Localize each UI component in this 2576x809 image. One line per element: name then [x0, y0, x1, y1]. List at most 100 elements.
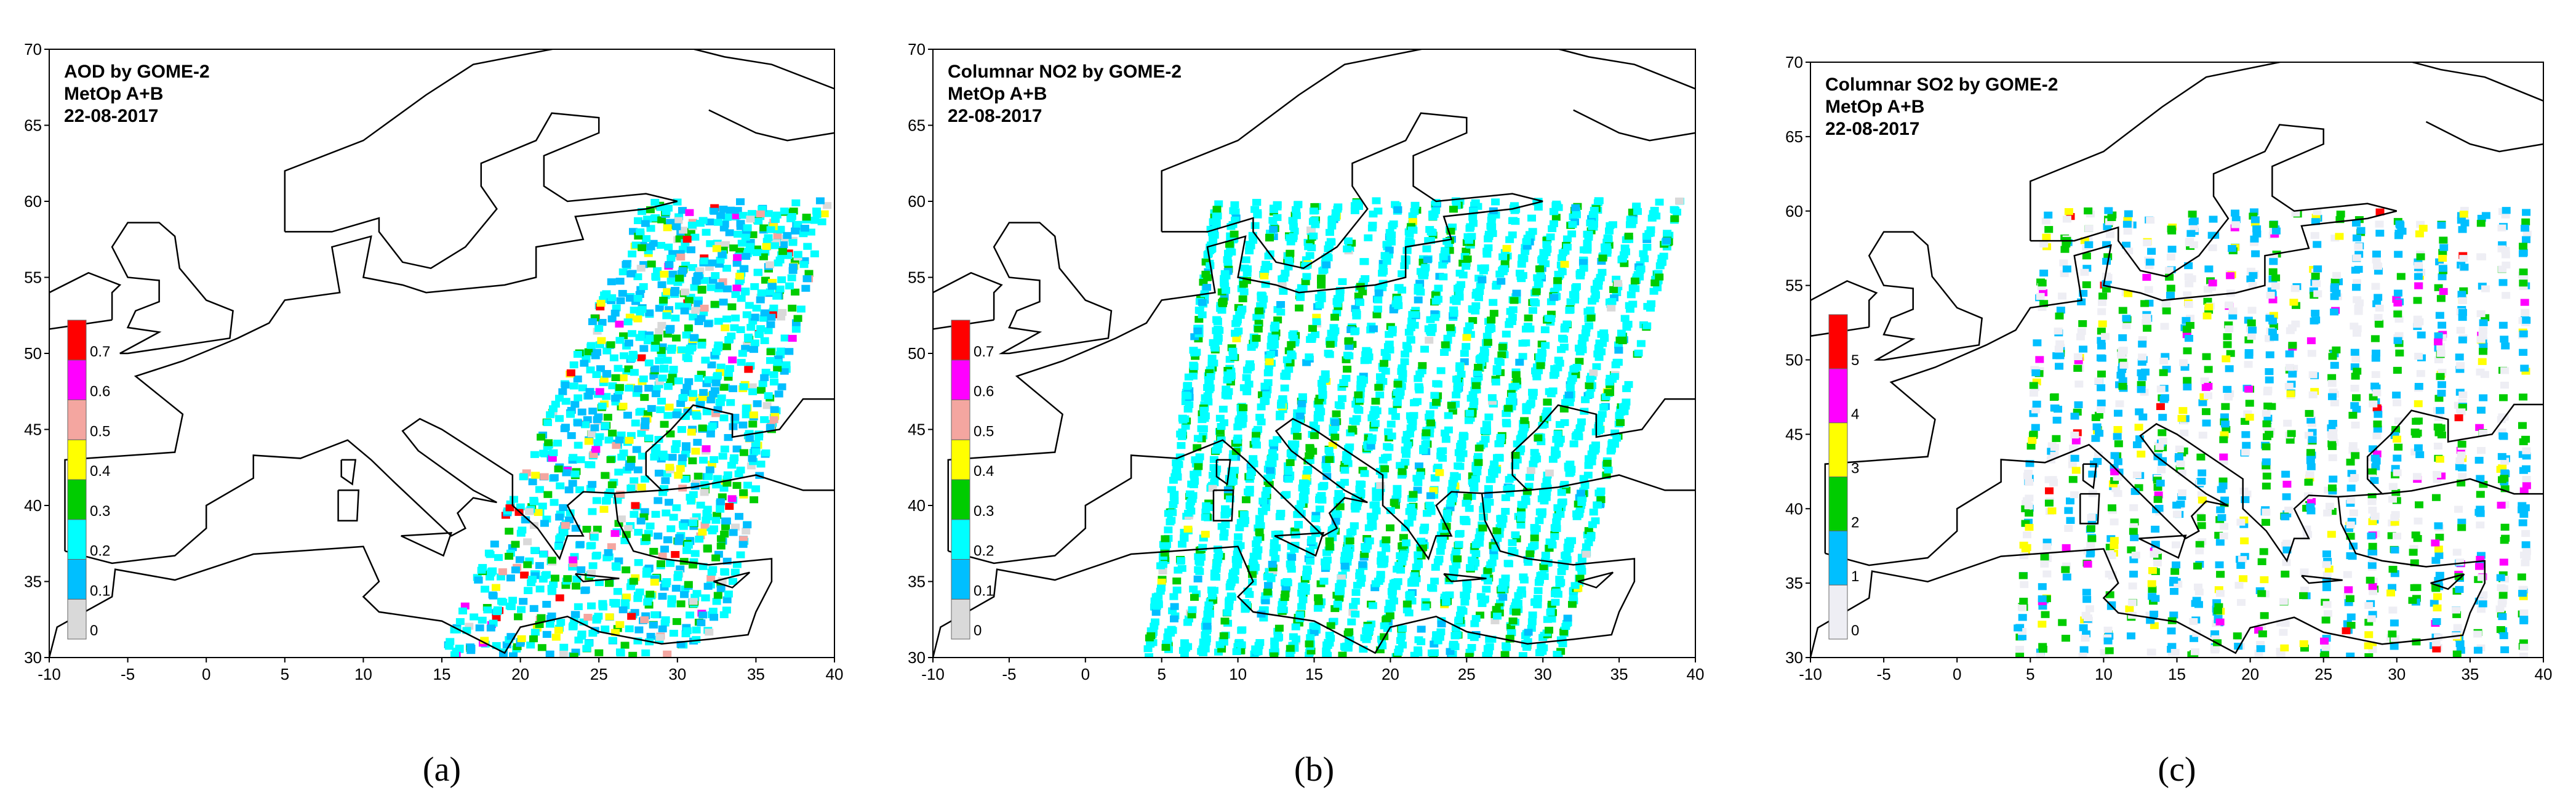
swath-pixel — [1537, 438, 1546, 446]
swath-pixel — [688, 264, 697, 272]
swath-pixel — [643, 598, 652, 606]
swath-pixel — [570, 470, 580, 478]
swath-pixel — [777, 276, 786, 284]
swath-pixel — [1364, 234, 1373, 241]
swath-pixel — [1614, 280, 1623, 287]
swath-pixel — [1568, 221, 1577, 228]
swath-pixel — [1482, 426, 1491, 433]
swath-pixel — [2038, 583, 2047, 590]
swath-pixel — [1527, 214, 1537, 222]
swath-pixel — [791, 319, 801, 326]
swath-pixel — [722, 265, 732, 272]
swath-pixel — [774, 226, 783, 233]
swath-pixel — [1305, 651, 1314, 658]
swath-pixel — [1354, 292, 1363, 300]
swath-pixel — [1303, 467, 1313, 474]
swath-pixel — [1435, 469, 1444, 477]
swath-pixel — [1418, 544, 1428, 552]
swath-pixel — [1195, 559, 1204, 566]
swath-pixel — [2499, 558, 2508, 566]
swath-pixel — [780, 334, 790, 342]
swath-pixel — [1310, 629, 1319, 636]
swath-pixel — [719, 299, 728, 306]
swath-pixel — [1557, 489, 1566, 496]
swath-pixel — [1607, 445, 1616, 453]
swath-pixel — [627, 613, 636, 620]
swath-pixel — [1221, 287, 1230, 294]
swath-pixel — [2500, 485, 2510, 493]
swath-pixel — [1150, 622, 1159, 630]
swath-pixel — [1562, 320, 1572, 328]
swath-pixel — [748, 318, 758, 325]
swath-pixel — [1282, 356, 1292, 363]
swath-pixel — [1624, 232, 1633, 240]
swath-pixel — [1252, 441, 1261, 449]
y-tick-label: 40 — [24, 496, 42, 515]
swath-pixel — [506, 574, 515, 582]
swath-pixel — [681, 442, 690, 449]
swath-pixel — [776, 351, 785, 358]
swath-pixel — [1243, 265, 1252, 273]
swath-pixel — [678, 454, 687, 462]
swath-pixel — [632, 446, 641, 453]
swath-pixel — [1374, 296, 1383, 304]
swath-pixel — [756, 210, 765, 218]
swath-pixel — [494, 553, 503, 561]
swath-pixel — [2216, 506, 2225, 513]
swath-pixel — [592, 371, 601, 378]
swath-pixel — [1561, 399, 1570, 406]
swath-pixel — [1338, 278, 1347, 286]
swath-pixel — [1328, 529, 1337, 536]
colorbar-label: 0.7 — [974, 344, 994, 360]
swath-pixel — [1489, 310, 1498, 317]
swath-pixel — [1284, 257, 1294, 265]
panel-caption: (a) — [423, 751, 461, 789]
swath-pixel — [1314, 397, 1323, 405]
swath-pixel — [1503, 560, 1513, 567]
swath-pixel — [596, 365, 605, 372]
swath-pixel — [1570, 582, 1580, 589]
swath-pixel — [1305, 252, 1314, 259]
x-tick-label: 20 — [1382, 665, 1399, 683]
swath-pixel — [713, 372, 722, 379]
swath-pixel — [1548, 387, 1558, 395]
swath-pixel — [1430, 649, 1439, 656]
swath-pixel — [1180, 642, 1190, 650]
swath-pixel — [601, 497, 610, 505]
swath-pixel — [1596, 496, 1606, 504]
swath-pixel — [714, 550, 723, 558]
swath-pixel — [769, 416, 778, 424]
swath-pixel — [1403, 441, 1412, 449]
swath-pixel — [1337, 574, 1346, 582]
swath-pixel — [1582, 550, 1591, 558]
swath-pixel — [772, 211, 782, 219]
swath-pixel — [654, 436, 663, 443]
swath-pixel — [1522, 488, 1532, 495]
swath-pixel — [1178, 541, 1187, 548]
coastline — [1573, 109, 1695, 142]
swath-pixel — [633, 385, 642, 393]
x-tick-label: 40 — [1687, 665, 1705, 683]
swath-pixel — [1571, 204, 1580, 211]
swath-pixel — [1160, 549, 1169, 557]
swath-pixel — [582, 526, 591, 533]
swath-pixel — [1353, 406, 1362, 413]
swath-pixel — [1337, 580, 1346, 587]
swath-pixel — [594, 649, 604, 656]
swath-pixel — [594, 324, 604, 332]
swath-pixel — [687, 497, 696, 505]
swath-pixel — [1636, 340, 1646, 347]
swath-pixel — [640, 538, 649, 545]
swath-pixel — [626, 456, 636, 463]
swath-pixel — [1562, 486, 1571, 494]
coastline — [719, 126, 879, 144]
swath-pixel — [669, 629, 678, 637]
swath-pixel — [1540, 573, 1549, 580]
swath-pixel — [660, 421, 669, 428]
swath-pixel — [1328, 441, 1337, 449]
swath-pixel — [1325, 537, 1334, 544]
swath-pixel — [1639, 250, 1648, 257]
swath-pixel — [1404, 609, 1414, 617]
swath-pixel — [625, 384, 634, 392]
swath-pixel — [1385, 340, 1394, 348]
